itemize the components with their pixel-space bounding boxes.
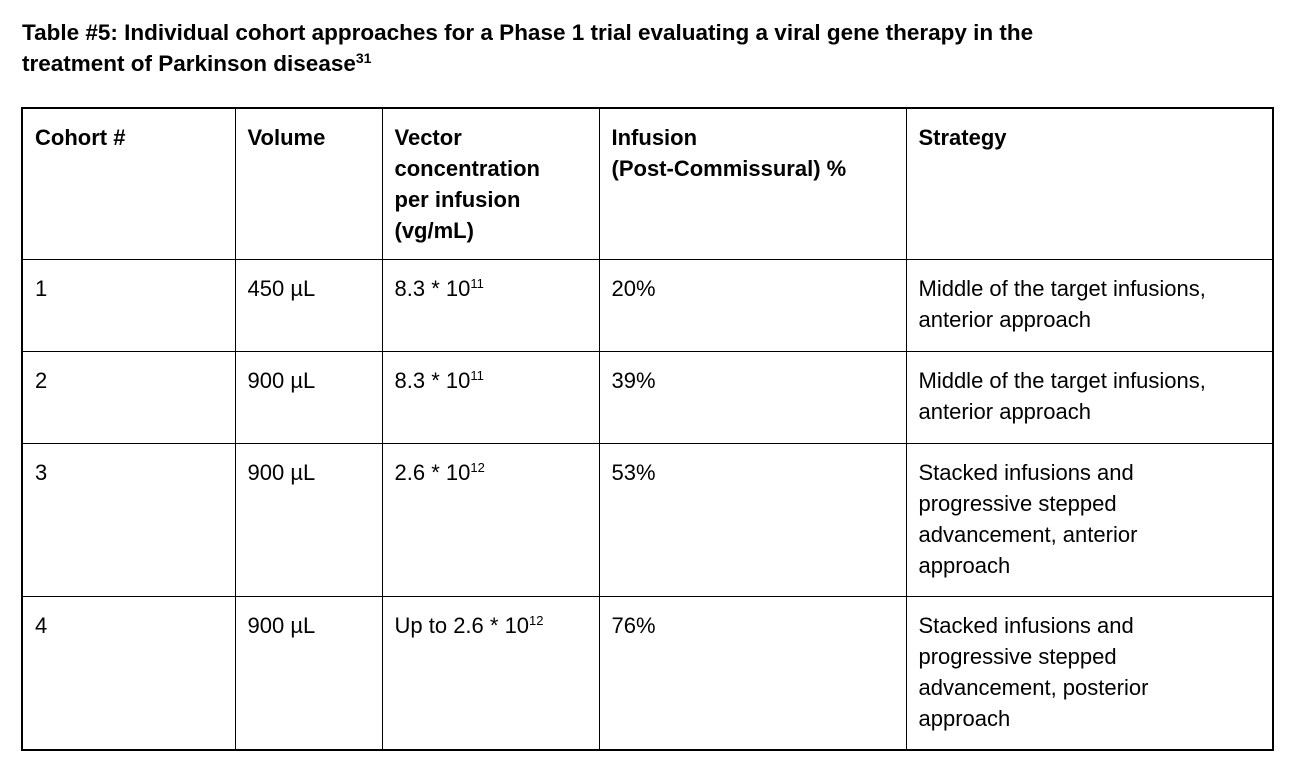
cell-infusion-percent: 76% [598,596,907,750]
vector-exponent: 11 [470,368,484,383]
cell-cohort-number: 2 [21,351,236,444]
cell-volume: 450 µL [234,259,383,352]
vector-value: 8.3 * 10 [394,276,471,301]
cell-strategy: Middle of the target infusions, anterior… [905,351,1274,444]
vector-exponent: 12 [529,613,544,628]
table-row-cohort-3: 3 900 µL 2.6 * 1012 53% Stacked infusion… [21,443,1274,597]
cell-strategy: Stacked infusions and progressive steppe… [905,596,1274,750]
cell-cohort-number: 4 [21,596,236,750]
column-header-infusion: Infusion (Post-Commissural) % [598,107,907,260]
table-row-cohort-2: 2 900 µL 8.3 * 1011 39% Middle of the ta… [21,351,1274,444]
cell-strategy: Stacked infusions and progressive steppe… [905,443,1274,597]
cell-infusion-percent: 20% [598,259,907,352]
column-header-strategy: Strategy [905,107,1274,260]
cell-volume: 900 µL [234,596,383,750]
cell-infusion-percent: 53% [598,443,907,597]
table-row-cohort-1: 1 450 µL 8.3 * 1011 20% Middle of the ta… [21,259,1274,352]
table-header-row: Cohort # Volume Vector concentration per… [21,107,1274,260]
vector-value: 8.3 * 10 [394,368,471,393]
vector-value: Up to 2.6 * 10 [394,613,530,638]
table-row-cohort-4: 4 900 µL Up to 2.6 * 1012 76% Stacked in… [21,596,1274,750]
vector-value: 2.6 * 10 [394,460,471,485]
cell-vector-concentration: 8.3 * 1011 [381,351,600,444]
footnote-reference: 31 [355,50,372,66]
cohort-table: Cohort # Volume Vector concentration per… [21,107,1274,751]
cell-cohort-number: 3 [21,443,236,597]
vector-exponent: 11 [470,276,484,291]
column-header-cohort: Cohort # [21,107,236,260]
column-header-volume: Volume [234,107,383,260]
column-header-vector-concentration: Vector concentration per infusion (vg/mL… [381,107,600,260]
page-title: Table #5: Individual cohort approaches f… [22,17,1267,79]
cell-cohort-number: 1 [21,259,236,352]
cell-vector-concentration: Up to 2.6 * 1012 [381,596,600,750]
cell-volume: 900 µL [234,443,383,597]
cell-vector-concentration: 2.6 * 1012 [381,443,600,597]
cell-vector-concentration: 8.3 * 1011 [381,259,600,352]
cell-strategy: Middle of the target infusions, anterior… [905,259,1274,352]
cell-volume: 900 µL [234,351,383,444]
vector-exponent: 12 [470,460,485,475]
cell-infusion-percent: 39% [598,351,907,444]
page-title-text: Table #5: Individual cohort approaches f… [22,20,1034,76]
